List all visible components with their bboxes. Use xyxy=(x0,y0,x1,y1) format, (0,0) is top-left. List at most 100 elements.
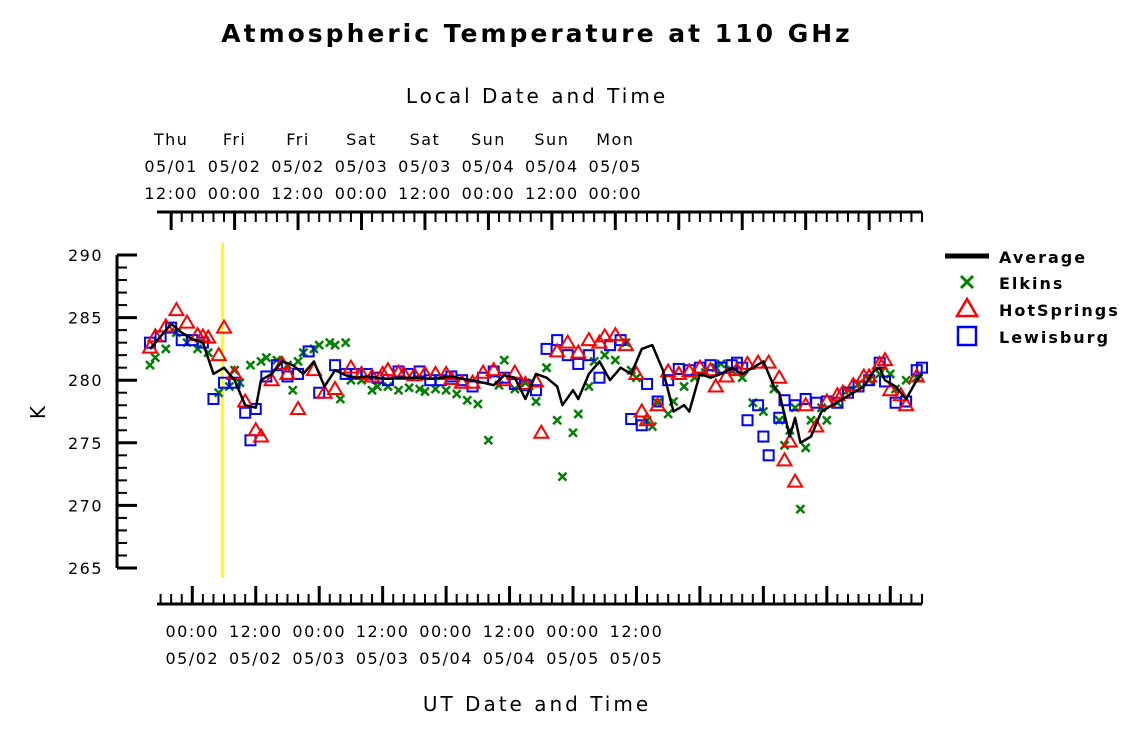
elkins-point xyxy=(472,399,483,409)
y-tick-label: 290 xyxy=(68,246,103,265)
lewisburg-point xyxy=(228,376,241,389)
elkins-point xyxy=(795,504,806,515)
top-tick-label-date: 05/01 xyxy=(144,157,198,176)
hotsprings-point xyxy=(648,396,667,412)
x-tick-label-time: 12:00 xyxy=(356,622,410,641)
elkins-point xyxy=(541,362,552,373)
top-axis-title: Local Date and Time xyxy=(406,84,668,108)
top-tick-label-day: Mon xyxy=(596,130,634,149)
hotsprings-point xyxy=(167,301,186,317)
elkins-point xyxy=(552,415,563,426)
lewisburg-point xyxy=(757,430,770,443)
x-tick-label-date: 05/03 xyxy=(292,649,346,668)
hotsprings-point xyxy=(828,386,847,402)
hotsprings-point xyxy=(326,379,344,395)
hotsprings-point xyxy=(659,362,677,378)
x-tick-label-date: 05/05 xyxy=(610,649,664,668)
elkins-point xyxy=(531,396,541,407)
hotsprings-point xyxy=(437,364,455,380)
elkins-point xyxy=(451,389,462,399)
lewisburg-series xyxy=(144,321,928,462)
hotsprings-point xyxy=(474,363,492,379)
hotsprings-point xyxy=(262,371,281,387)
hotsprings-point xyxy=(844,376,863,392)
hotsprings-point xyxy=(786,472,804,488)
hotsprings-point xyxy=(352,364,371,380)
elkins-point xyxy=(610,355,621,366)
elkins-point xyxy=(557,471,568,482)
top-tick-label-day: Fri xyxy=(286,130,310,149)
hotsprings-point xyxy=(178,313,196,329)
hotsprings-point xyxy=(484,361,503,377)
top-tick-label-date: 05/02 xyxy=(208,157,262,176)
hotsprings-point xyxy=(405,366,424,382)
elkins-point xyxy=(901,375,912,386)
hotsprings-point xyxy=(315,383,334,399)
elkins-point xyxy=(568,427,578,438)
elkins-point xyxy=(758,406,769,417)
top-tick-label-day: Sat xyxy=(410,130,441,149)
plot-area xyxy=(141,243,928,578)
top-tick-label-date: 05/02 xyxy=(271,157,325,176)
elkins-point xyxy=(499,355,510,366)
hotsprings-point xyxy=(595,327,614,343)
elkins-point xyxy=(599,350,610,361)
lewisburg-point xyxy=(789,399,802,412)
top-tick-label-time: 00:00 xyxy=(462,184,516,203)
average-line xyxy=(149,322,923,445)
hotsprings-point xyxy=(453,373,471,389)
hotsprings-point xyxy=(633,402,651,418)
hotsprings-point xyxy=(738,354,757,370)
hotsprings-point xyxy=(627,364,646,380)
x-tick-label-time: 12:00 xyxy=(483,622,537,641)
hotsprings-point xyxy=(638,411,656,427)
elkins-point xyxy=(330,340,340,351)
legend-key-elkins xyxy=(959,274,975,290)
top-tick-label-time: 12:00 xyxy=(398,184,452,203)
lewisburg-point xyxy=(530,384,542,397)
legend-label-lewisburg: Lewisburg xyxy=(999,328,1110,347)
elkins-point xyxy=(769,384,779,394)
elkins-point xyxy=(573,409,584,419)
hotsprings-point xyxy=(548,342,566,358)
lewisburg-point xyxy=(741,414,754,427)
y-tick-label: 270 xyxy=(68,496,103,515)
lewisburg-point xyxy=(762,449,775,462)
x-tick-label-date: 05/05 xyxy=(546,649,600,668)
hotsprings-point xyxy=(252,427,270,443)
hotsprings-point xyxy=(680,362,699,378)
top-tick-label-day: Sun xyxy=(471,130,506,149)
lewisburg-point xyxy=(641,377,654,390)
lewisburg-point xyxy=(878,375,891,388)
x-tick-label-time: 00:00 xyxy=(546,622,600,641)
top-tick-label-time: 12:00 xyxy=(144,184,198,203)
elkins-point xyxy=(631,372,642,383)
hotsprings-point xyxy=(606,326,625,342)
elkins-point xyxy=(383,381,393,392)
x-axis-title: UT Date and Time xyxy=(423,692,651,716)
hotsprings-point xyxy=(876,351,894,367)
elkins-point xyxy=(462,395,473,406)
legend: Average Elkins HotSprings Lewisburg xyxy=(945,248,1118,347)
y-axis-title: K xyxy=(26,403,50,419)
elkins-point xyxy=(335,394,346,404)
top-tick-label-date: 05/03 xyxy=(398,157,452,176)
elkins-point xyxy=(213,387,224,398)
chart-title: Atmospheric Temperature at 110 GHz xyxy=(221,19,852,48)
axes: 265 270 275 280 285 290 00:00 05/02 12:00 05/02 00… xyxy=(68,130,923,668)
hotsprings-point xyxy=(199,328,217,344)
elkins-point xyxy=(420,386,430,397)
lewisburg-point xyxy=(239,406,252,419)
hotsprings-point xyxy=(670,364,688,380)
hotsprings-point xyxy=(569,343,588,359)
hotsprings-point xyxy=(558,333,577,349)
top-tick-label-day: Sun xyxy=(534,130,569,149)
x-tick-label-date: 05/04 xyxy=(419,649,473,668)
y-tick-label: 285 xyxy=(68,309,103,328)
x-tick-label-date: 05/03 xyxy=(356,649,410,668)
elkins-point xyxy=(679,381,689,392)
lewisburg-point xyxy=(270,359,283,372)
top-tick-label-day: Sat xyxy=(346,130,377,149)
elkins-point xyxy=(145,360,155,371)
legend-key-hotsprings xyxy=(954,296,980,318)
